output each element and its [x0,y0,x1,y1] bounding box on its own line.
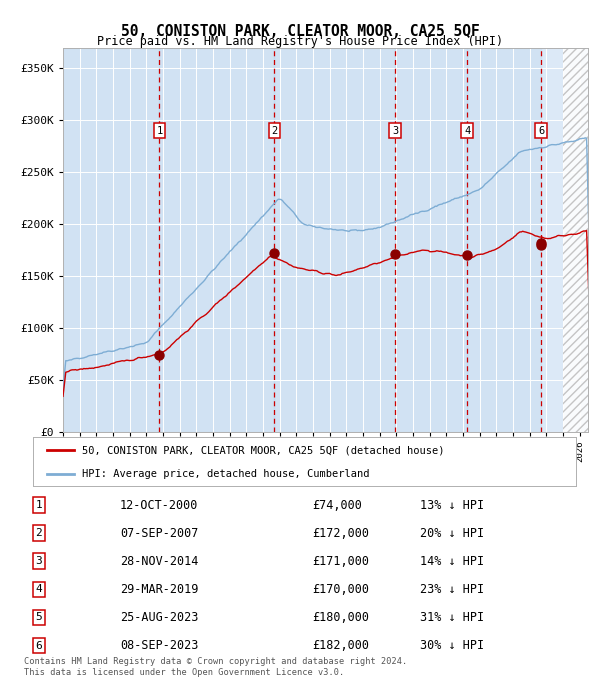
Text: 25-AUG-2023: 25-AUG-2023 [120,611,199,624]
Bar [160,48,274,432]
Text: 20% ↓ HPI: 20% ↓ HPI [420,526,484,540]
Text: £74,000: £74,000 [312,498,362,511]
Text: 07-SEP-2007: 07-SEP-2007 [120,526,199,540]
Text: Contains HM Land Registry data © Crown copyright and database right 2024.
This d: Contains HM Land Registry data © Crown c… [24,657,407,677]
Text: 5: 5 [35,613,43,622]
Text: 50, CONISTON PARK, CLEATOR MOOR, CA25 5QF: 50, CONISTON PARK, CLEATOR MOOR, CA25 5Q… [121,24,479,39]
Text: 3: 3 [35,556,43,566]
Bar [63,48,160,432]
Text: 23% ↓ HPI: 23% ↓ HPI [420,583,484,596]
Text: 1: 1 [35,500,43,510]
Text: Price paid vs. HM Land Registry's House Price Index (HPI): Price paid vs. HM Land Registry's House … [97,35,503,48]
Bar [395,48,467,432]
Text: 1: 1 [157,126,163,136]
Text: 6: 6 [538,126,544,136]
Text: 29-MAR-2019: 29-MAR-2019 [120,583,199,596]
Text: 28-NOV-2014: 28-NOV-2014 [120,555,199,568]
Text: 08-SEP-2023: 08-SEP-2023 [120,639,199,652]
Text: 50, CONISTON PARK, CLEATOR MOOR, CA25 5QF (detached house): 50, CONISTON PARK, CLEATOR MOOR, CA25 5Q… [82,445,445,456]
Text: 14% ↓ HPI: 14% ↓ HPI [420,555,484,568]
Text: £170,000: £170,000 [312,583,369,596]
Text: 2: 2 [35,528,43,538]
Text: £172,000: £172,000 [312,526,369,540]
Text: 4: 4 [35,584,43,594]
Text: £182,000: £182,000 [312,639,369,652]
Text: 4: 4 [464,126,470,136]
Text: 31% ↓ HPI: 31% ↓ HPI [420,611,484,624]
Text: 3: 3 [392,126,398,136]
Bar [467,48,541,432]
Text: 12-OCT-2000: 12-OCT-2000 [120,498,199,511]
Text: 2: 2 [271,126,278,136]
Text: 30% ↓ HPI: 30% ↓ HPI [420,639,484,652]
Bar [563,48,588,432]
Text: HPI: Average price, detached house, Cumberland: HPI: Average price, detached house, Cumb… [82,469,370,479]
Text: 13% ↓ HPI: 13% ↓ HPI [420,498,484,511]
Text: £171,000: £171,000 [312,555,369,568]
Text: 6: 6 [35,641,43,651]
Text: £180,000: £180,000 [312,611,369,624]
Bar [274,48,395,432]
